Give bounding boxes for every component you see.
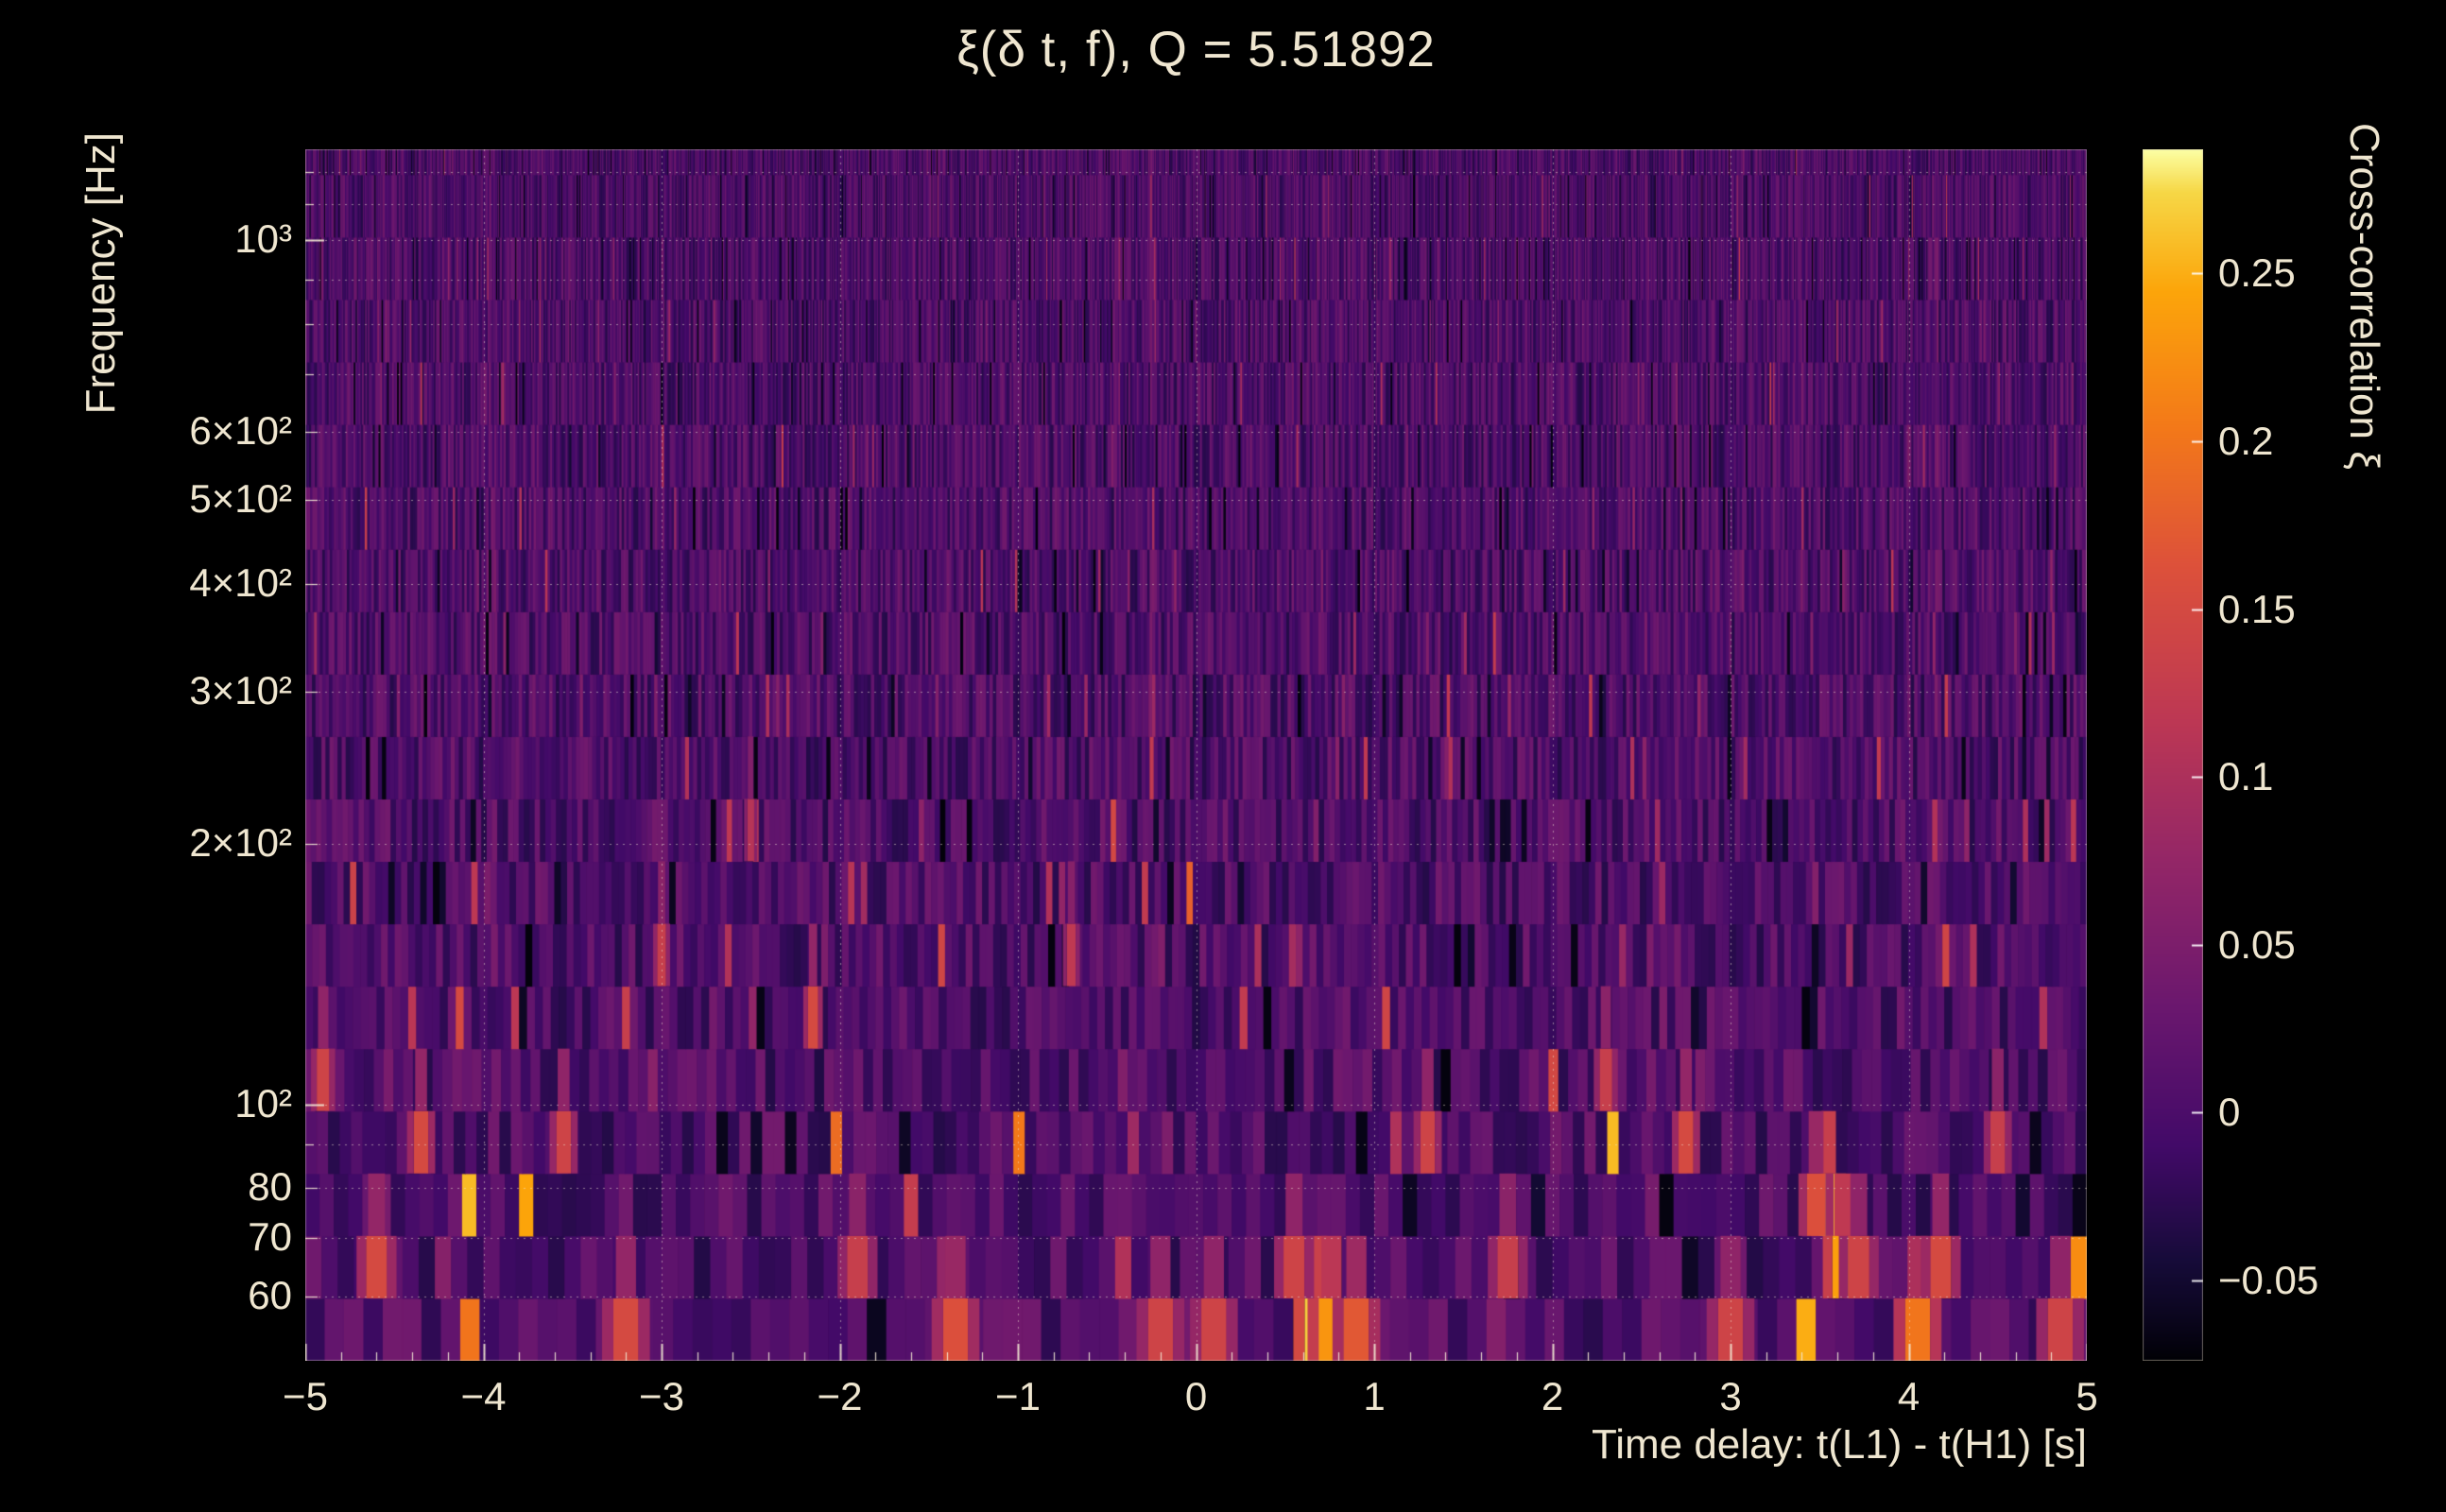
y-tick-label: 5×10² [189, 476, 292, 522]
colorbar [2143, 149, 2203, 1361]
colorbar-tick-label: −0.05 [2218, 1257, 2319, 1302]
y-tick-label: 60 [248, 1272, 292, 1317]
x-tick-label: 3 [1719, 1374, 1742, 1418]
heatmap-canvas [305, 149, 2087, 1361]
y-axis-label: Frequency [Hz] [78, 132, 124, 415]
x-tick-label: −1 [995, 1374, 1041, 1418]
y-tick-label: 2×10² [189, 820, 292, 866]
y-tick-label: 6×10² [189, 408, 292, 454]
colorbar-tick-label: 0.1 [2218, 754, 2274, 799]
colorbar-tick-label: 0 [2218, 1090, 2241, 1135]
colorbar-tick-label: 0.25 [2218, 250, 2296, 296]
x-tick-label: −4 [460, 1374, 507, 1418]
x-tick-label: −2 [817, 1374, 863, 1418]
x-tick-label: 1 [1363, 1374, 1386, 1418]
x-tick-label: 2 [1541, 1374, 1564, 1418]
colorbar-tick-label: 0.05 [2218, 921, 2296, 967]
x-tick-label: 4 [1897, 1374, 1921, 1418]
chart-title: ξ(δ t, f), Q = 5.51892 [956, 22, 1436, 77]
x-axis-label: Time delay: t(L1) - t(H1) [s] [1591, 1421, 2087, 1468]
y-tick-label: 10² [234, 1080, 292, 1125]
y-tick-label: 4×10² [189, 560, 292, 606]
x-tick-label: −3 [639, 1374, 684, 1418]
colorbar-label: Cross-correlation ξ [2341, 123, 2387, 470]
y-tick-label: 80 [248, 1164, 292, 1210]
x-tick-label: −5 [283, 1374, 328, 1418]
y-tick-label: 10³ [234, 216, 292, 262]
y-tick-label: 70 [248, 1214, 292, 1260]
x-tick-label: 5 [2076, 1374, 2098, 1418]
x-tick-label: 0 [1184, 1374, 1208, 1418]
colorbar-tick-label: 0.15 [2218, 586, 2296, 631]
colorbar-tick-label: 0.2 [2218, 418, 2274, 463]
y-tick-label: 3×10² [189, 668, 292, 713]
